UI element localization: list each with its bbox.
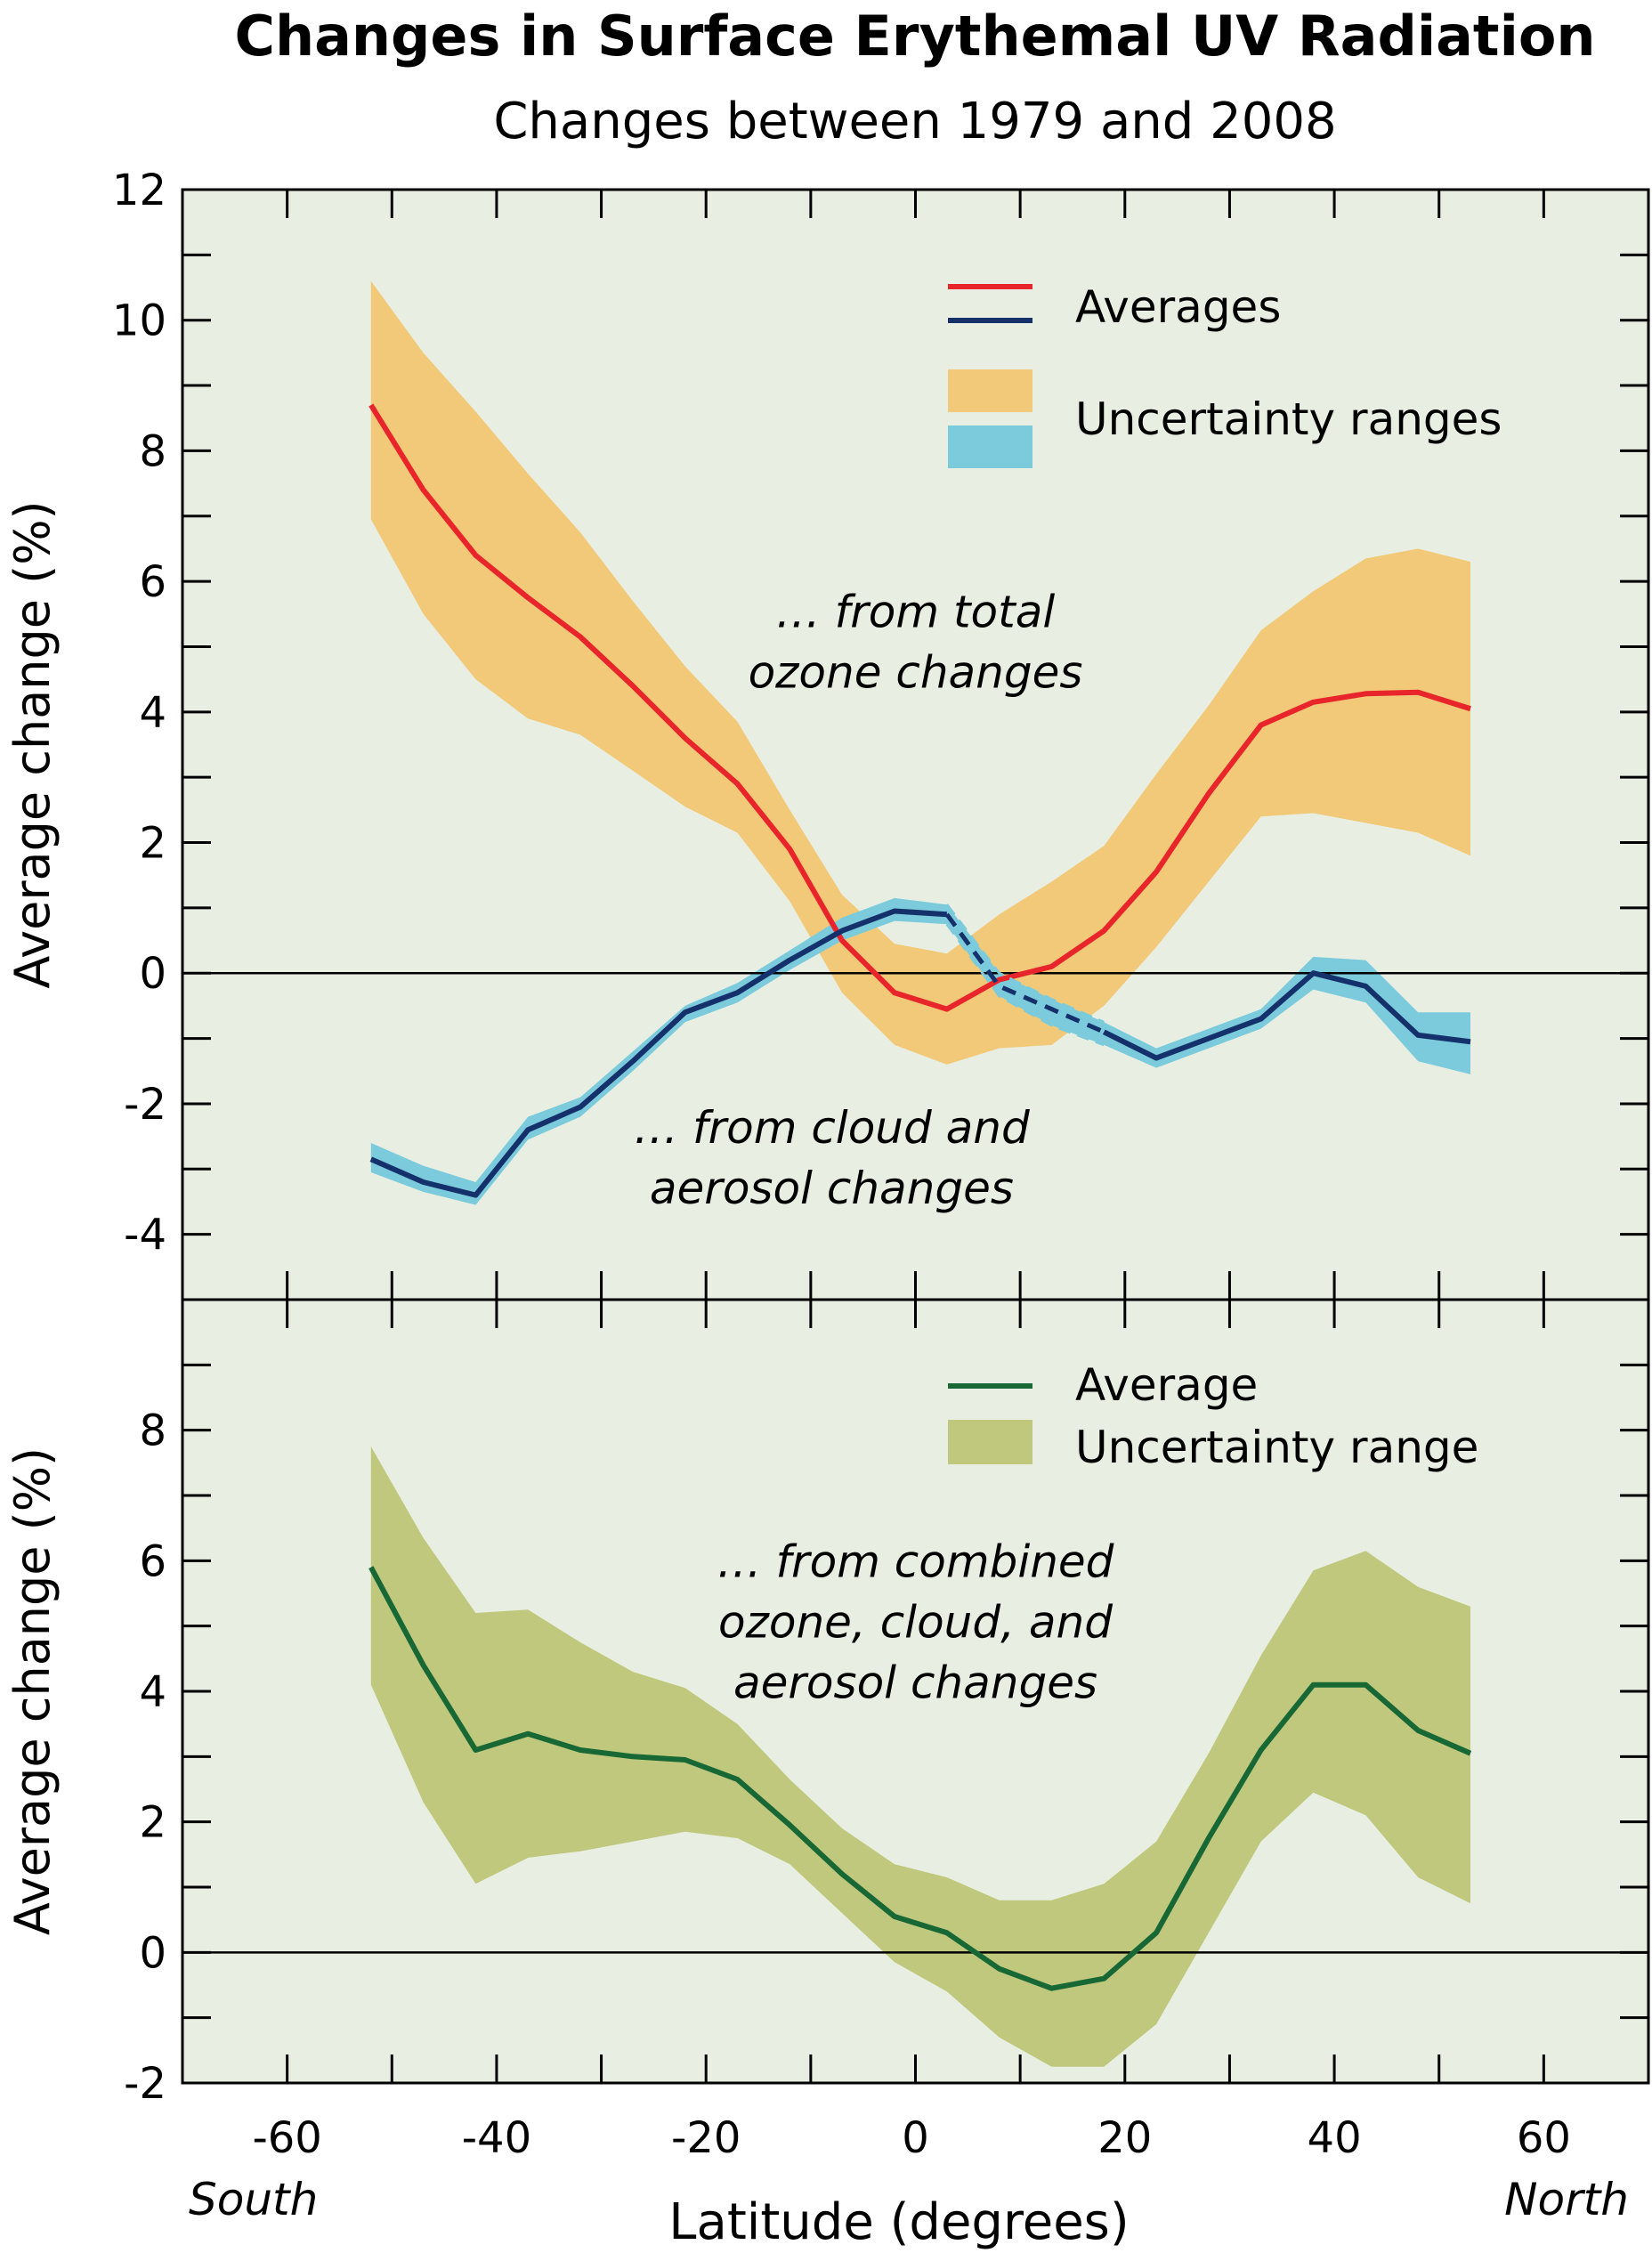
y-tick-label: 4 xyxy=(139,688,166,738)
annotation-text: … from total xyxy=(776,586,1056,637)
annotation-text: … from combined xyxy=(717,1536,1114,1588)
y-axis-label: Average change (%) xyxy=(4,500,61,988)
y-tick-label: 10 xyxy=(112,296,166,346)
uv-radiation-chart: Changes in Surface Erythemal UV Radiatio… xyxy=(0,0,1652,2261)
chart-title: Changes in Surface Erythemal UV Radiatio… xyxy=(234,4,1595,69)
legend-label-uncertainty: Uncertainty ranges xyxy=(1075,393,1502,445)
y-tick-label: -2 xyxy=(124,2059,166,2109)
south-label: South xyxy=(189,2174,318,2225)
annotation-text: aerosol changes xyxy=(733,1657,1097,1709)
x-axis-label: Latitude (degrees) xyxy=(668,2193,1129,2251)
y-tick-label: 2 xyxy=(139,819,166,869)
y-tick-label: 0 xyxy=(139,1928,166,1978)
y-tick-label: 0 xyxy=(139,949,166,999)
annotation-text: … from cloud and xyxy=(634,1102,1030,1154)
north-label: North xyxy=(1504,2174,1629,2225)
legend-label-average: Average xyxy=(1075,1359,1258,1411)
y-axis-label: Average change (%) xyxy=(4,1447,61,1935)
x-tick-label: 60 xyxy=(1517,2113,1571,2163)
legend-swatch-combined-band xyxy=(948,1420,1032,1464)
y-tick-label: -2 xyxy=(124,1080,166,1130)
y-tick-label: 4 xyxy=(139,1667,166,1717)
legend-swatch-ozone-band xyxy=(948,369,1032,412)
x-tick-label: 0 xyxy=(902,2113,929,2163)
y-tick-label: 8 xyxy=(139,1406,166,1456)
y-tick-label: 6 xyxy=(139,1536,166,1586)
annotation-text: ozone, cloud, and xyxy=(718,1597,1113,1649)
x-axis: -60 -40 -20 0 20 40 60 xyxy=(252,2113,1570,2163)
x-tick-label: -60 xyxy=(252,2113,321,2163)
y-tick-label: 6 xyxy=(139,557,166,607)
bottom-panel: -2 0 2 4 6 8 Average change (%) Average Uncertai… xyxy=(4,1300,1648,2109)
x-tick-label: 20 xyxy=(1097,2113,1152,2163)
annotation-text: aerosol changes xyxy=(650,1163,1014,1214)
legend-label-uncertainty: Uncertainty range xyxy=(1075,1422,1478,1473)
annotation-text: ozone changes xyxy=(749,646,1083,698)
y-tick-label: 8 xyxy=(139,426,166,476)
y-tick-label: -4 xyxy=(124,1211,166,1260)
x-tick-label: -40 xyxy=(462,2113,531,2163)
legend-label-averages: Averages xyxy=(1075,281,1281,333)
y-tick-label: 12 xyxy=(112,166,166,215)
x-tick-label: 40 xyxy=(1308,2113,1362,2163)
top-panel: -4 -2 0 2 4 6 8 10 12 Average change (%) Averages U… xyxy=(4,166,1648,1300)
x-tick-label: -20 xyxy=(671,2113,741,2163)
legend-swatch-cloud-band xyxy=(948,425,1032,468)
y-tick-label: 2 xyxy=(139,1798,166,1848)
chart-subtitle: Changes between 1979 and 2008 xyxy=(493,93,1336,150)
